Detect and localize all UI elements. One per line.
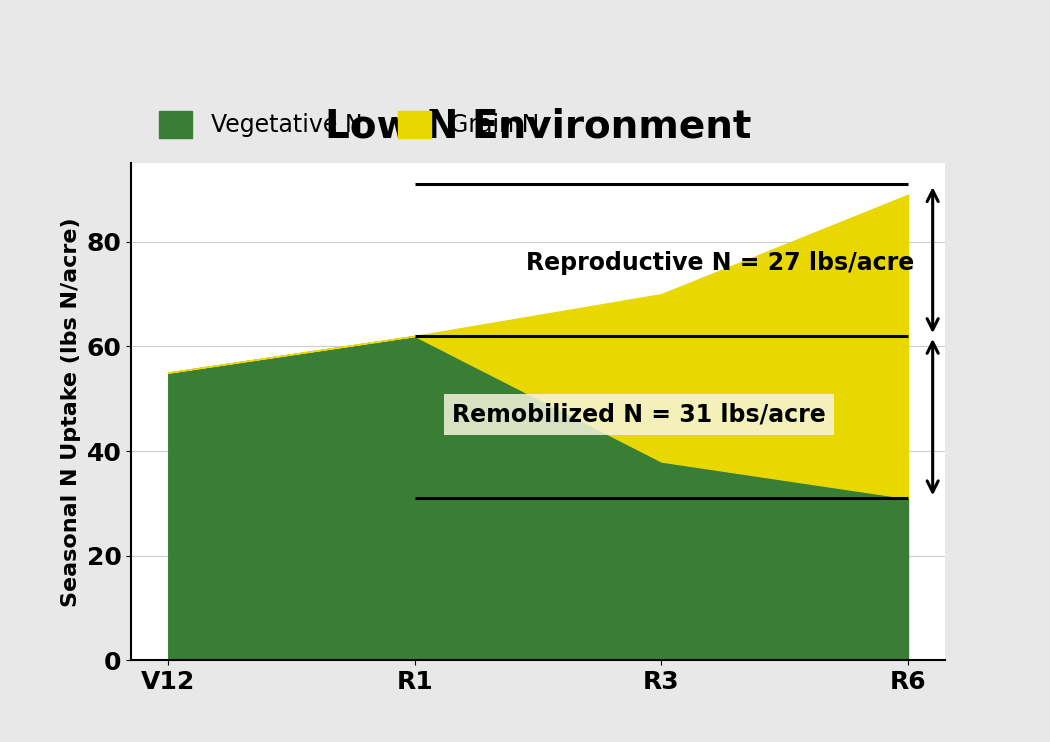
- Y-axis label: Seasonal N Uptake (lbs N/acre): Seasonal N Uptake (lbs N/acre): [61, 217, 81, 607]
- Text: Remobilized N = 31 lbs/acre: Remobilized N = 31 lbs/acre: [452, 402, 825, 427]
- Text: Low N Environment: Low N Environment: [324, 107, 752, 145]
- Text: Reproductive N = 27 lbs/acre: Reproductive N = 27 lbs/acre: [526, 251, 915, 275]
- Legend: Vegetative N, Grain N: Vegetative N, Grain N: [160, 111, 540, 138]
